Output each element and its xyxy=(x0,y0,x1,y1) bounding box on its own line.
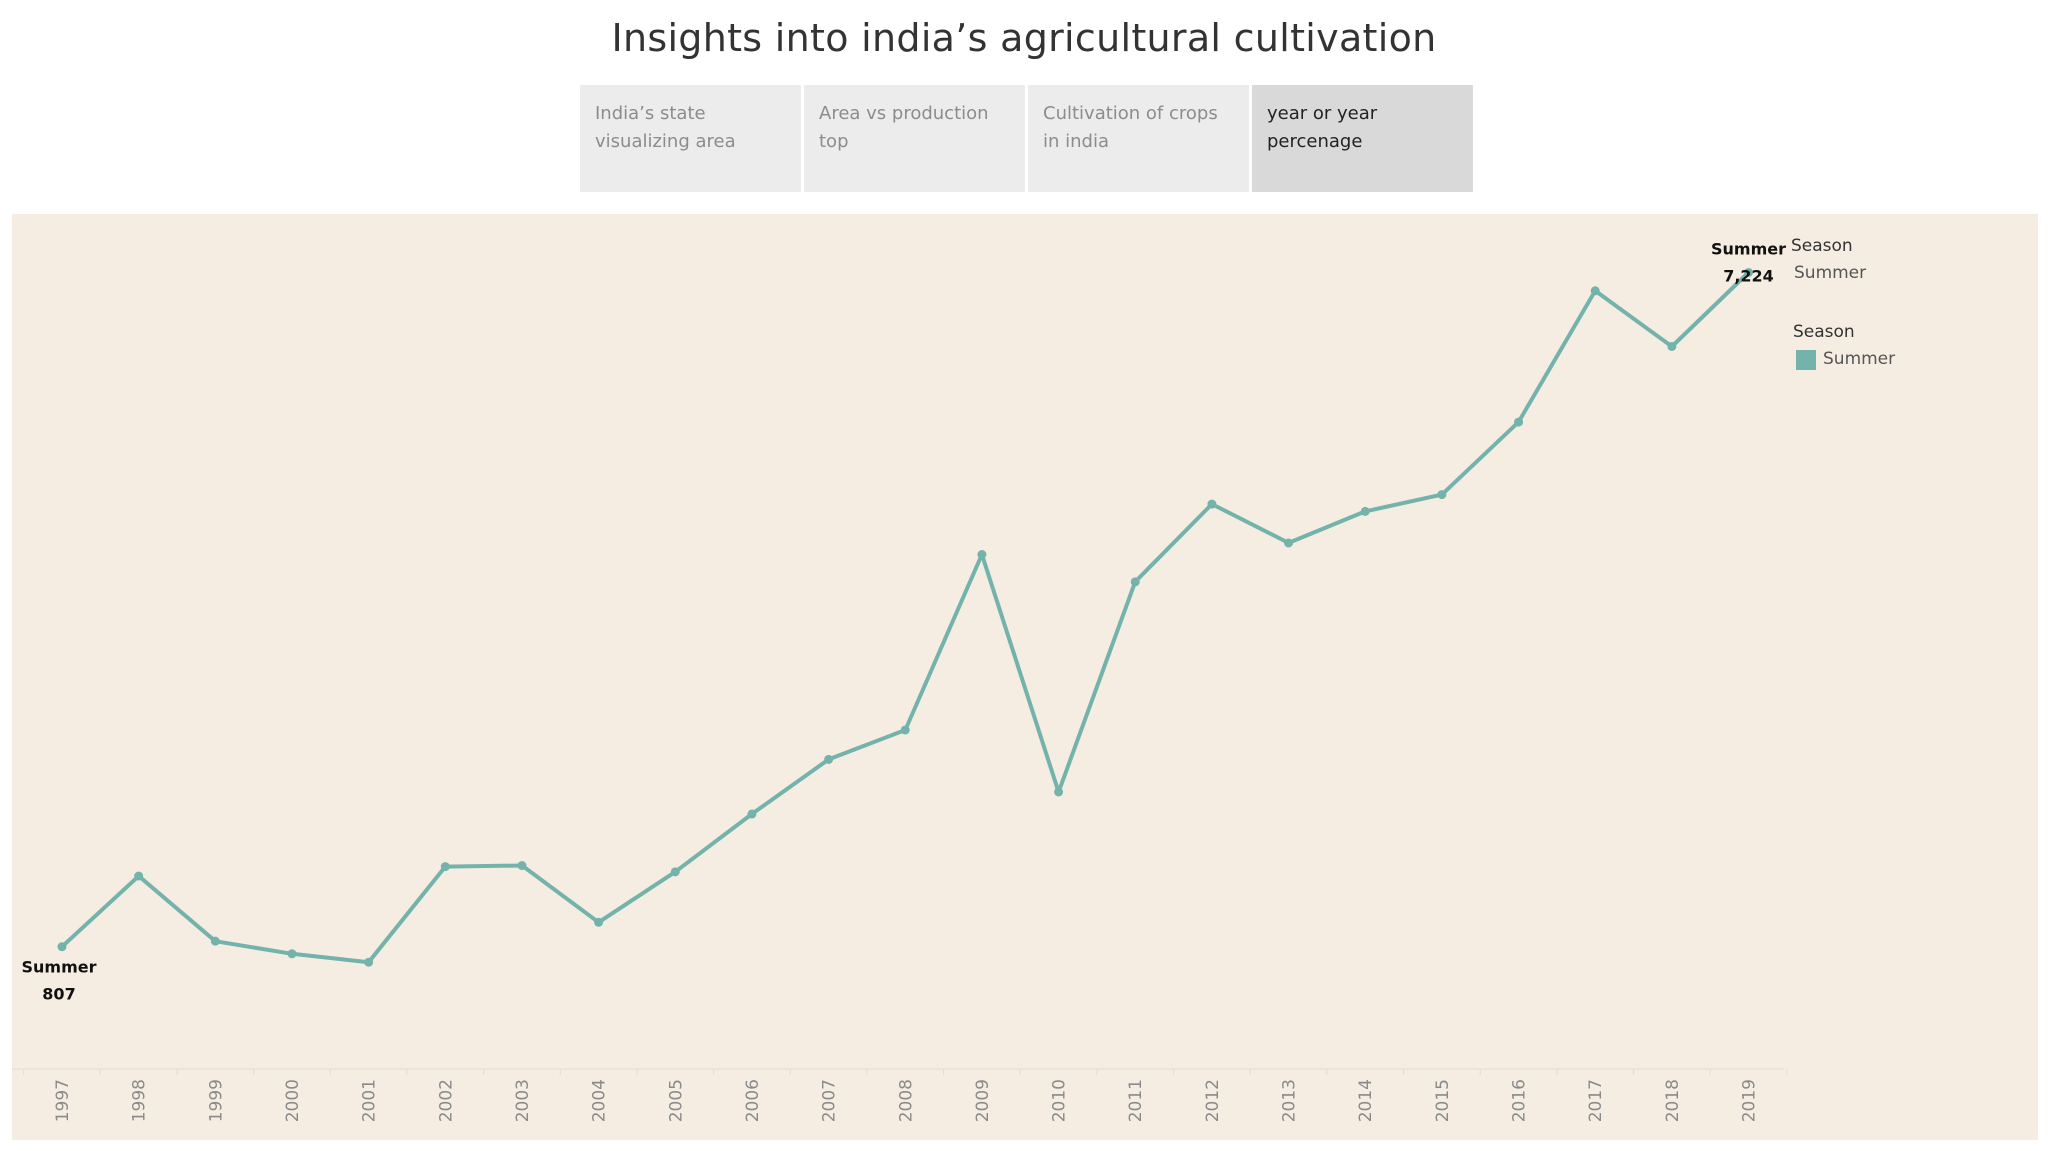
data-point[interactable] xyxy=(1054,787,1064,797)
dashboard-tabs: India’s state visualizing area Area vs p… xyxy=(580,85,1473,192)
data-point[interactable] xyxy=(670,867,680,877)
data-point[interactable] xyxy=(977,550,987,560)
x-tick-label: 2004 xyxy=(590,1079,610,1122)
filter-legend-title: Season xyxy=(1791,236,1853,256)
x-tick-label: 2018 xyxy=(1663,1079,1683,1122)
x-tick-label: 2000 xyxy=(283,1079,303,1122)
x-tick-label: 2007 xyxy=(820,1079,840,1122)
x-tick-label: 2006 xyxy=(743,1079,763,1122)
series-line-summer xyxy=(60,271,1750,965)
x-tick-label: 1997 xyxy=(53,1079,73,1122)
annotation-label: Summer xyxy=(1711,239,1786,258)
data-point[interactable] xyxy=(594,917,604,927)
annotation-value: 7,224 xyxy=(1723,266,1774,285)
data-point[interactable] xyxy=(364,957,374,967)
data-point[interactable] xyxy=(1130,577,1140,587)
x-tick-label: 2011 xyxy=(1126,1079,1146,1122)
filter-legend-value[interactable]: Summer xyxy=(1794,263,1867,283)
line-chart: 1997 1998 1999 2000 2001 2002 2003 2004 2005 2006… xyxy=(12,239,1788,1122)
data-point[interactable] xyxy=(210,936,220,946)
x-tick-label: 2005 xyxy=(666,1079,686,1122)
x-tick-label: 2013 xyxy=(1280,1079,1300,1122)
color-legend-item[interactable]: Summer xyxy=(1823,349,1896,369)
data-point[interactable] xyxy=(287,949,297,959)
x-tick-label: 2002 xyxy=(436,1079,456,1122)
x-tick-label: 2003 xyxy=(513,1079,533,1122)
data-point[interactable] xyxy=(824,754,834,764)
dashboard-title: Insights into india’s agricultural culti… xyxy=(611,16,1437,60)
x-tick-label: 2017 xyxy=(1586,1079,1606,1122)
tab-state-area[interactable]: India’s state visualizing area xyxy=(580,85,801,192)
x-tick-label: 1999 xyxy=(206,1079,226,1122)
annotation-label: Summer xyxy=(22,958,97,977)
data-point[interactable] xyxy=(1207,499,1217,509)
data-point[interactable] xyxy=(440,862,450,872)
data-point[interactable] xyxy=(1437,490,1447,500)
x-tick-label: 2015 xyxy=(1433,1079,1453,1122)
tab-cultivation-of-crops[interactable]: Cultivation of crops in india xyxy=(1028,85,1249,192)
data-point[interactable] xyxy=(900,725,910,735)
annotation-value: 807 xyxy=(42,985,75,1004)
x-tick-label: 2010 xyxy=(1050,1079,1070,1122)
color-legend-swatch xyxy=(1796,350,1816,370)
color-legend-title: Season xyxy=(1793,322,1855,342)
data-point[interactable] xyxy=(57,942,67,952)
x-tick-label: 2012 xyxy=(1203,1079,1223,1122)
x-tick-label: 1998 xyxy=(130,1079,150,1122)
chart-panel: 1997 1998 1999 2000 2001 2002 2003 2004 2005 2006… xyxy=(12,214,2038,1140)
data-point[interactable] xyxy=(1667,341,1677,351)
x-tick-label: 2014 xyxy=(1356,1079,1376,1122)
x-tick-label: 2019 xyxy=(1740,1079,1760,1122)
data-point[interactable] xyxy=(1360,506,1370,516)
data-point[interactable] xyxy=(1514,417,1524,427)
tab-area-vs-production[interactable]: Area vs production top xyxy=(804,85,1025,192)
x-tick-label: 2001 xyxy=(360,1079,380,1122)
data-point[interactable] xyxy=(747,809,757,819)
x-tick-label: 2009 xyxy=(973,1079,993,1122)
data-point[interactable] xyxy=(1744,267,1754,277)
data-point[interactable] xyxy=(134,871,144,881)
x-tick-label: 2016 xyxy=(1510,1079,1530,1122)
x-tick-label: 2008 xyxy=(896,1079,916,1122)
data-point[interactable] xyxy=(1284,538,1294,548)
data-point[interactable] xyxy=(1590,286,1600,296)
tab-year-over-year[interactable]: year or year percenage xyxy=(1252,85,1473,192)
data-point[interactable] xyxy=(517,861,527,871)
